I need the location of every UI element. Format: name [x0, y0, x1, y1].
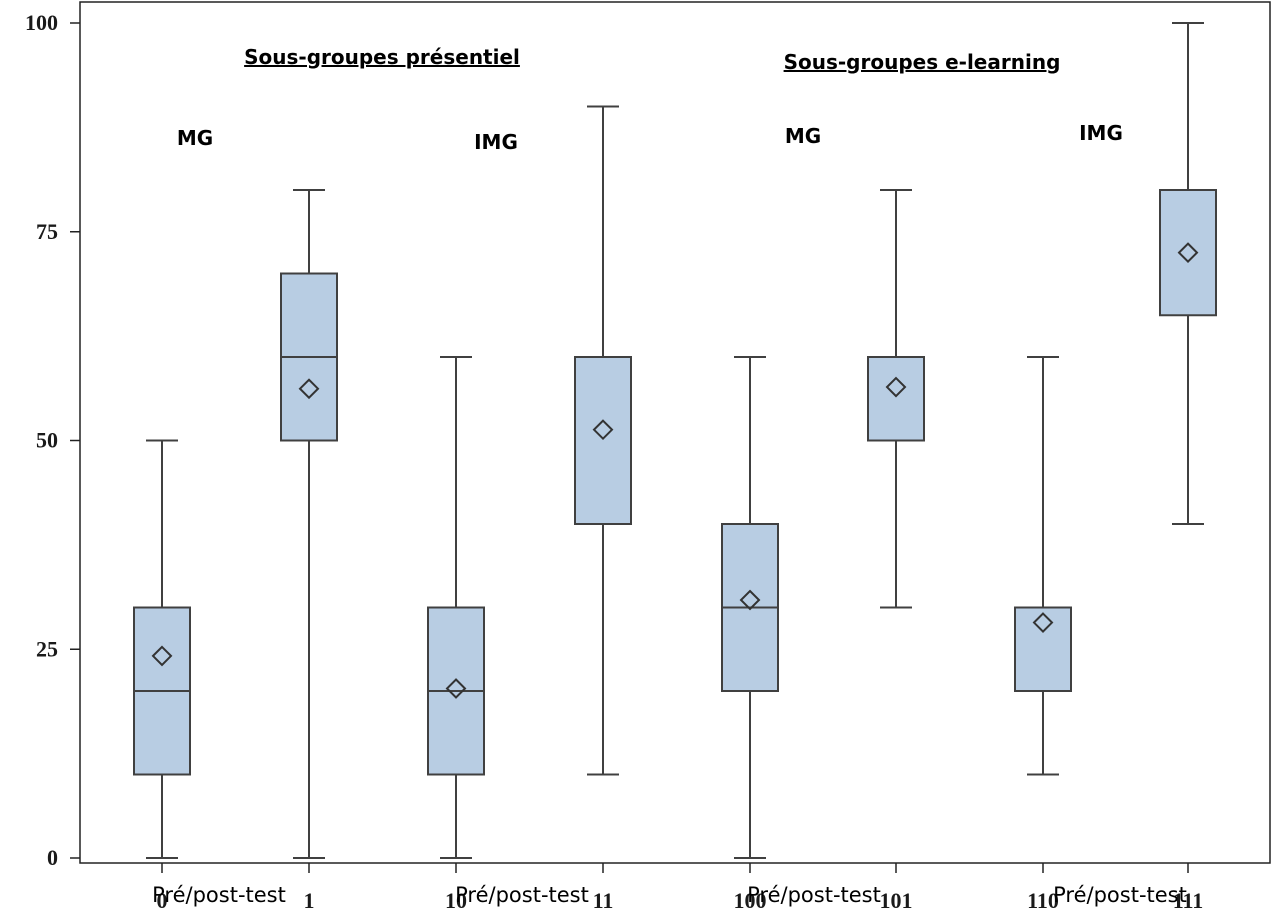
mean-marker [592, 419, 614, 441]
box-1 [280, 189, 338, 859]
mean-marker [151, 645, 173, 667]
plot-frame [79, 1, 1271, 864]
x-tick-label: 101 [880, 888, 913, 913]
iqr-box [1014, 606, 1072, 692]
prepost-label: Pré/post-test [1053, 883, 1187, 907]
x-tick-label: 100 [734, 888, 767, 913]
y-tick-label: 50 [36, 428, 58, 453]
x-tick-label: 110 [1027, 888, 1059, 913]
mean-marker [885, 376, 907, 398]
y-tick-label: 75 [36, 219, 58, 244]
mean-marker [445, 678, 467, 699]
box-110 [1014, 356, 1072, 776]
mean-marker [298, 378, 320, 400]
subgroup-label-img-elearning: IMG [1079, 121, 1123, 145]
prepost-label: Pré/post-test [747, 883, 881, 907]
y-axis: 0 25 50 75 100 [25, 10, 80, 870]
group-title-presentiel: Sous-groupes présentiel [244, 45, 520, 69]
mean-marker [739, 589, 761, 611]
box-101 [867, 189, 925, 609]
y-tick-label: 25 [36, 636, 58, 661]
box-0 [133, 439, 191, 859]
y-tick-label: 0 [47, 845, 58, 870]
annotations: Sous-groupes présentiel Sous-groupes e-l… [177, 45, 1123, 154]
group-title-elearning: Sous-groupes e-learning [784, 50, 1061, 74]
mean-marker [1177, 242, 1199, 264]
box-11 [574, 105, 632, 776]
prepost-label: Pré/post-test [152, 883, 286, 907]
box-111 [1159, 22, 1217, 525]
box-series [133, 22, 1217, 859]
iqr-box [1159, 189, 1217, 317]
x-tick-label: 10 [445, 888, 467, 913]
box-10 [427, 356, 485, 859]
box-100 [721, 356, 779, 859]
x-tick-label: 0 [157, 888, 168, 913]
subgroup-label-mg-elearning: MG [785, 124, 821, 148]
y-tick-label: 100 [25, 10, 58, 35]
iqr-box [574, 356, 632, 525]
mean-marker [1032, 612, 1054, 633]
prepost-label: Pré/post-test [455, 883, 589, 907]
iqr-box [867, 356, 925, 442]
x-tick-label: 111 [1173, 888, 1204, 913]
x-tick-label: 1 [304, 888, 315, 913]
subgroup-label-img-presentiel: IMG [474, 130, 518, 154]
subgroup-label-mg-presentiel: MG [177, 126, 213, 150]
x-tick-label: 11 [593, 888, 614, 913]
